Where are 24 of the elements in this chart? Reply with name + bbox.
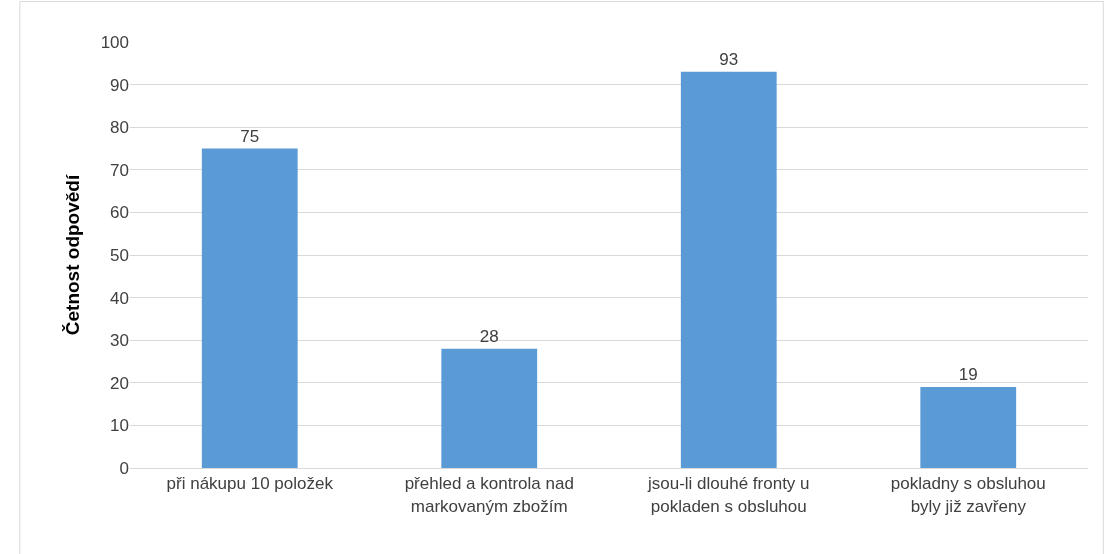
y-tick-label: 40 (110, 288, 129, 308)
y-tick-label: 20 (110, 373, 129, 393)
bar (441, 348, 538, 468)
y-tick-label: 80 (110, 118, 129, 138)
x-tick-label: pokladny s obsluhou byly již zavřeny (890, 474, 1046, 516)
x-tick-label: jsou-li dlouhé fronty u pokladen s obsluhou (646, 474, 810, 516)
bar (680, 71, 777, 468)
y-tick-label: 60 (110, 203, 129, 223)
y-tick-label: 30 (110, 331, 129, 351)
data-label: 19 (958, 365, 978, 385)
data-label: 75 (240, 126, 260, 146)
x-tick-label: při nákupu 10 položek (166, 474, 334, 494)
y-tick-label: 10 (110, 416, 129, 436)
y-tick-label: 90 (110, 75, 129, 95)
bar (201, 148, 298, 468)
y-tick-label: 0 (119, 458, 129, 478)
y-tick-label: 50 (110, 245, 129, 265)
y-tick-label: 100 (100, 32, 129, 52)
data-label: 28 (479, 326, 499, 346)
data-label: 93 (719, 49, 739, 69)
x-tick-label: přehled a kontrola nad markovaným zbožím (404, 474, 574, 516)
bar (920, 387, 1017, 468)
y-tick-label: 70 (110, 160, 129, 180)
y-axis-title: Četnost odpovědí (62, 174, 84, 336)
